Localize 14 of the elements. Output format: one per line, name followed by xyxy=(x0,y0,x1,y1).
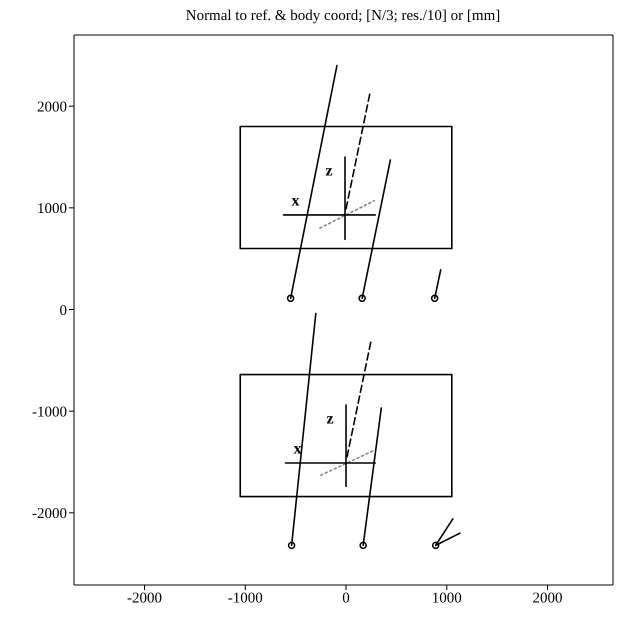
y-tick-label: 2000 xyxy=(37,99,67,116)
chart-title: Normal to ref. & body coord; [N/3; res./10] or [mm] xyxy=(184,8,502,26)
y-tick-label: 1000 xyxy=(37,201,67,218)
y-tick-label: -2000 xyxy=(32,506,67,522)
x-tick-label: 2000 xyxy=(532,590,563,607)
annotation: z xyxy=(325,162,333,180)
x-tick-label: -1000 xyxy=(228,590,263,607)
x-tick-label: 0 xyxy=(342,590,350,607)
annotation: x xyxy=(292,192,300,210)
y-tick-label: 0 xyxy=(60,302,67,319)
annotation: z xyxy=(326,410,334,428)
x-tick-label: 1000 xyxy=(432,590,462,607)
y-tick-label: -1000 xyxy=(32,404,67,420)
x-tick-label: -2000 xyxy=(127,590,162,607)
